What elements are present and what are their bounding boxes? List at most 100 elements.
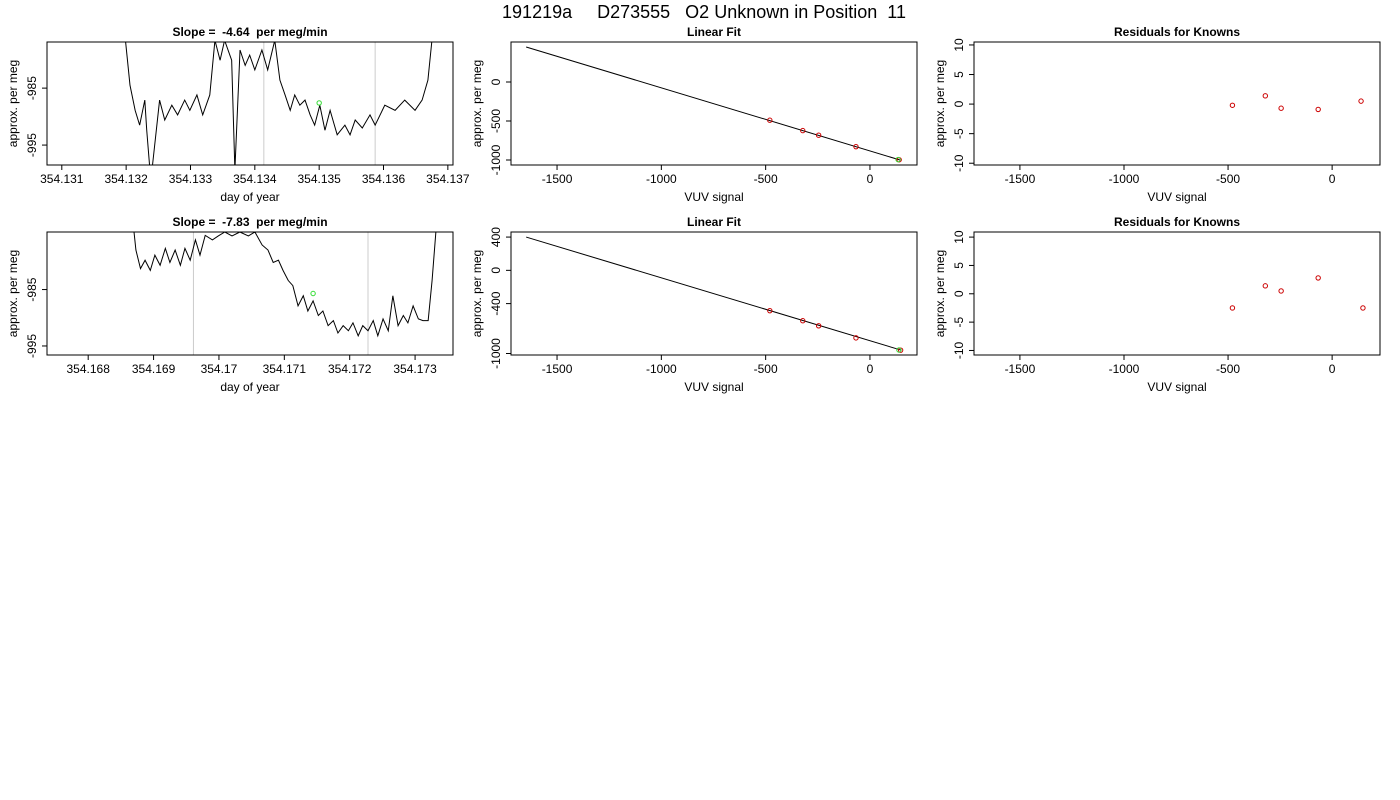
x-tick-label: -500 xyxy=(1216,172,1240,186)
panel-title: Residuals for Knowns xyxy=(1114,25,1240,39)
plot-area xyxy=(1229,275,1366,311)
x-axis-label: VUV signal xyxy=(684,380,743,394)
data-line xyxy=(133,232,437,338)
plot-area xyxy=(526,236,904,353)
x-tick-label: 354.137 xyxy=(426,172,470,186)
x-tick-label: 354.135 xyxy=(297,172,341,186)
data-point xyxy=(1315,106,1321,113)
x-tick-label: 354.169 xyxy=(132,362,176,376)
x-tick-label: 354.173 xyxy=(393,362,437,376)
data-line xyxy=(526,46,901,161)
plot-area xyxy=(526,46,902,163)
plot-frame xyxy=(510,231,918,356)
y-axis-label: approx. per meg xyxy=(933,250,947,337)
y-axis-label: approx. per meg xyxy=(6,250,20,337)
x-tick-label: 0 xyxy=(867,362,874,376)
x-tick-label: -1500 xyxy=(1005,172,1036,186)
panel: Linear Fit VUV signal approx. per meg -1500… xyxy=(470,215,918,394)
y-axis-label: approx. per meg xyxy=(470,60,484,147)
panel: Slope = -7.83 per meg/min day of year appr… xyxy=(6,215,454,394)
y-tick-label: -1000 xyxy=(489,338,503,369)
plot-area xyxy=(133,232,437,355)
data-point xyxy=(1262,283,1269,289)
x-tick-label: 354.168 xyxy=(66,362,110,376)
x-tick-label: 354.131 xyxy=(40,172,84,186)
panel: Linear Fit VUV signal approx. per meg -1500… xyxy=(470,25,918,204)
data-point xyxy=(1278,288,1284,294)
y-tick-label: -985 xyxy=(25,277,39,301)
x-tick-label: 354.136 xyxy=(362,172,406,186)
plot-area xyxy=(125,42,433,165)
y-tick-label: -5 xyxy=(952,316,966,327)
data-point xyxy=(316,100,322,106)
panel: Residuals for Knowns VUV signal approx. pe… xyxy=(933,215,1381,394)
plot-frame xyxy=(46,41,454,166)
data-point xyxy=(853,335,859,341)
y-tick-label: -5 xyxy=(952,128,966,139)
y-tick-label: 5 xyxy=(952,262,966,269)
x-tick-label: 354.17 xyxy=(201,362,238,376)
y-tick-label: -400 xyxy=(489,291,503,315)
x-tick-label: -1500 xyxy=(1005,362,1036,376)
y-tick-label: 0 xyxy=(489,78,503,85)
y-tick-label: -1000 xyxy=(489,144,503,175)
data-point xyxy=(896,347,902,353)
y-tick-label: 5 xyxy=(952,71,966,78)
x-tick-label: -500 xyxy=(754,362,778,376)
y-tick-label: -10 xyxy=(952,341,966,359)
y-tick-label: 10 xyxy=(952,38,966,52)
x-tick-label: -1000 xyxy=(646,362,677,376)
data-point xyxy=(1360,305,1366,311)
x-tick-label: 354.132 xyxy=(104,172,148,186)
data-point xyxy=(800,318,806,324)
data-point xyxy=(1229,102,1236,108)
x-tick-label: 354.172 xyxy=(328,362,372,376)
panel-title: Slope = -7.83 per meg/min xyxy=(172,215,327,229)
y-tick-label: 400 xyxy=(489,227,503,247)
panel-title: Slope = -4.64 per meg/min xyxy=(172,25,327,39)
x-tick-label: 354.171 xyxy=(263,362,307,376)
data-point xyxy=(895,156,901,163)
data-point xyxy=(1358,98,1364,104)
y-tick-label: -985 xyxy=(25,76,39,100)
x-tick-label: 354.134 xyxy=(233,172,277,186)
x-axis-label: day of year xyxy=(220,190,279,204)
data-point xyxy=(800,127,806,134)
x-tick-label: -1000 xyxy=(1109,172,1140,186)
figure-title: 191219a D273555 O2 Unknown in Position 1… xyxy=(502,2,906,22)
y-axis-label: approx. per meg xyxy=(470,250,484,337)
y-tick-label: -500 xyxy=(489,109,503,133)
x-axis-label: VUV signal xyxy=(1147,190,1206,204)
y-tick-label: 10 xyxy=(952,230,966,244)
data-point xyxy=(1262,93,1269,99)
data-point xyxy=(1229,305,1236,311)
x-tick-label: 354.133 xyxy=(169,172,213,186)
data-point xyxy=(815,323,822,329)
data-point xyxy=(767,117,773,123)
y-tick-label: 0 xyxy=(489,267,503,274)
plot-frame xyxy=(46,231,454,356)
data-point xyxy=(767,307,773,314)
y-tick-label: -995 xyxy=(25,334,39,358)
y-tick-label: -995 xyxy=(25,133,39,157)
panel-title: Linear Fit xyxy=(687,25,741,39)
y-tick-label: -10 xyxy=(952,154,966,172)
y-axis-label: approx. per meg xyxy=(6,60,20,147)
x-axis-label: VUV signal xyxy=(1147,380,1206,394)
x-tick-label: -1500 xyxy=(542,172,573,186)
y-tick-label: 0 xyxy=(952,100,966,107)
x-axis-label: VUV signal xyxy=(684,190,743,204)
x-tick-label: -500 xyxy=(754,172,778,186)
panel: Slope = -4.64 per meg/min day of year appr… xyxy=(6,25,470,204)
plot-frame xyxy=(510,41,918,166)
panel-title: Residuals for Knowns xyxy=(1114,215,1240,229)
data-point xyxy=(1278,105,1284,111)
x-tick-label: -1500 xyxy=(542,362,573,376)
x-tick-label: 0 xyxy=(1329,362,1336,376)
data-point xyxy=(853,143,859,150)
data-point xyxy=(310,290,316,297)
x-tick-label: 0 xyxy=(1329,172,1336,186)
x-tick-label: 0 xyxy=(867,172,874,186)
plot-area xyxy=(1229,93,1364,113)
